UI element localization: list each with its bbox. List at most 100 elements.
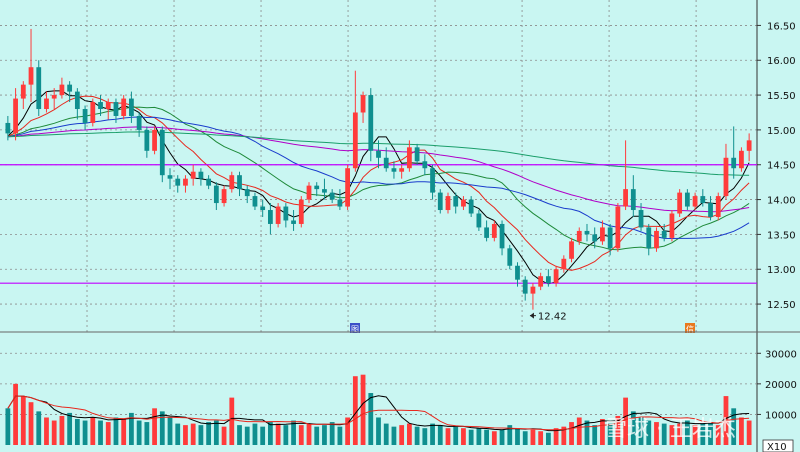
candle-body [368,95,374,151]
volume-bar [453,426,459,445]
volume-tick-label: 10000 [765,410,797,421]
volume-bar [237,425,242,445]
candle-body [607,227,613,249]
volume-bar [329,422,335,445]
volume-bar [113,417,119,445]
candle-body [167,175,173,179]
candle-body [708,203,713,217]
candle-body [268,210,273,224]
candle-body [113,102,119,116]
candle-body [499,223,505,249]
price-tick-label: 13.50 [767,230,796,241]
candle-body [5,122,11,134]
volume-bar [159,411,165,445]
volume-bar [731,408,737,445]
candle-body [159,129,165,176]
volume-bar [422,428,428,445]
candle-body [175,178,181,186]
candle-body [437,192,443,211]
candle-body [684,192,690,207]
candle-body [522,279,528,294]
volume-bar [684,420,690,445]
volume-bar [291,420,296,445]
candle-body [237,175,242,190]
volume-bar [206,422,212,445]
volume-bar [244,426,250,445]
candle-body [306,185,312,200]
volume-bar [51,420,57,445]
candle-body [213,185,219,204]
candle-body [654,230,659,249]
candle-body [422,161,428,169]
volume-bar [198,425,204,445]
volume-bar [368,393,374,445]
volume-tick-label: 30000 [765,349,797,360]
candle-body [677,192,683,214]
volume-bar [623,397,628,445]
candle-body [121,98,127,116]
volume-bar [213,420,219,445]
volume-bar [345,417,351,445]
volume-bar [59,415,65,445]
volume-bar [607,423,613,445]
candle-body [669,213,675,238]
candle-body [260,206,266,211]
volume-bar [337,426,343,445]
candlesticks [5,28,752,310]
candle-body [739,150,744,169]
candle-body [198,171,204,179]
volume-bar [190,423,196,445]
volume-bar [661,423,667,445]
candle-body [221,189,227,204]
volume-bar [183,425,188,445]
candle-body [507,248,513,266]
volume-bar [522,431,528,445]
volume-bar [530,429,536,445]
candle-body [661,230,667,238]
price-tick-label: 12.50 [767,300,796,311]
candle-body [445,196,451,211]
candle-body [244,189,250,197]
volume-bar [715,425,721,445]
volume-bar [136,420,142,445]
price-tick-label: 14.00 [767,196,796,207]
volume-bar [600,419,605,445]
candle-body [337,199,343,207]
candle-body [476,213,482,228]
price-moving-averages [7,90,750,285]
candle-body [105,102,111,110]
event-marker-box [350,323,360,333]
volume-bar [221,426,227,445]
candle-body [90,102,96,123]
candle-body [190,171,196,179]
volume-grid [0,352,757,415]
volume-bar [677,423,683,445]
volume-bar [383,423,389,445]
volume-bar [708,422,713,445]
ma-line-20 [7,106,750,251]
volume-bar [553,428,559,445]
candle-body [592,234,598,242]
candle-body [646,227,652,249]
candle-body [615,206,621,249]
volume-bar [746,420,752,445]
volume-bar [129,412,134,445]
candle-body [576,230,582,242]
volume-bar [283,425,289,445]
volume-bar [437,425,443,445]
candle-body [723,157,729,197]
volume-bar [298,425,304,445]
price-tick-label: 14.50 [767,161,796,172]
candle-body [406,147,412,169]
candle-body [746,140,752,151]
volume-bar [615,415,621,445]
volume-tick-label: 20000 [765,380,797,391]
volume-bar [5,408,11,445]
candle-body [545,276,551,284]
candle-body [51,95,57,99]
candle-body [252,196,258,207]
volume-bar [515,428,520,445]
volume-bar [20,396,26,445]
candle-body [36,67,42,110]
volume-bar [545,432,551,445]
